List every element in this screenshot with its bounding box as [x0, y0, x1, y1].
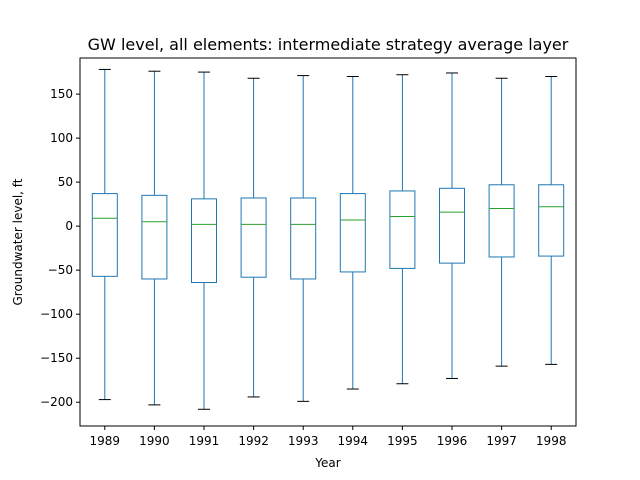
x-tick-label: 1993 [288, 434, 319, 448]
x-tick-label: 1992 [238, 434, 269, 448]
box-iqr [191, 198, 217, 283]
box-iqr [538, 184, 565, 257]
x-tick-label: 1990 [139, 434, 170, 448]
y-tick-label: 100 [50, 131, 73, 145]
box-iqr [91, 193, 118, 277]
y-tick-label: −200 [40, 395, 73, 409]
box-iqr [488, 184, 515, 258]
x-tick-label: 1997 [486, 434, 517, 448]
y-tick-label: −100 [40, 307, 73, 321]
x-tick-label: 1998 [536, 434, 567, 448]
box-iqr [439, 187, 465, 264]
box-iqr [339, 193, 366, 273]
box-iqr [240, 197, 267, 278]
y-tick-label: −150 [40, 351, 73, 365]
x-axis-label: Year [314, 456, 340, 470]
y-tick-label: 150 [50, 87, 73, 101]
x-tick-label: 1989 [90, 434, 121, 448]
box-iqr [141, 194, 168, 280]
axes-frame [79, 57, 577, 427]
plot-area: −200 −150 −100 −50 0 50 100 150 1989 1990 1991 1992… [40, 68, 567, 448]
x-tick-label: 1995 [387, 434, 418, 448]
chart-title: GW level, all elements: intermediate str… [88, 35, 569, 54]
x-tick-label: 1996 [437, 434, 468, 448]
box-iqr [290, 197, 317, 280]
y-tick-label: −50 [48, 263, 73, 277]
box-iqr [389, 190, 416, 269]
y-axis-label: Groundwater level, ft [11, 178, 25, 305]
x-tick-label: 1991 [189, 434, 220, 448]
y-tick-label: 0 [65, 219, 73, 233]
x-tick-label: 1994 [338, 434, 369, 448]
y-tick-label: 50 [58, 175, 73, 189]
